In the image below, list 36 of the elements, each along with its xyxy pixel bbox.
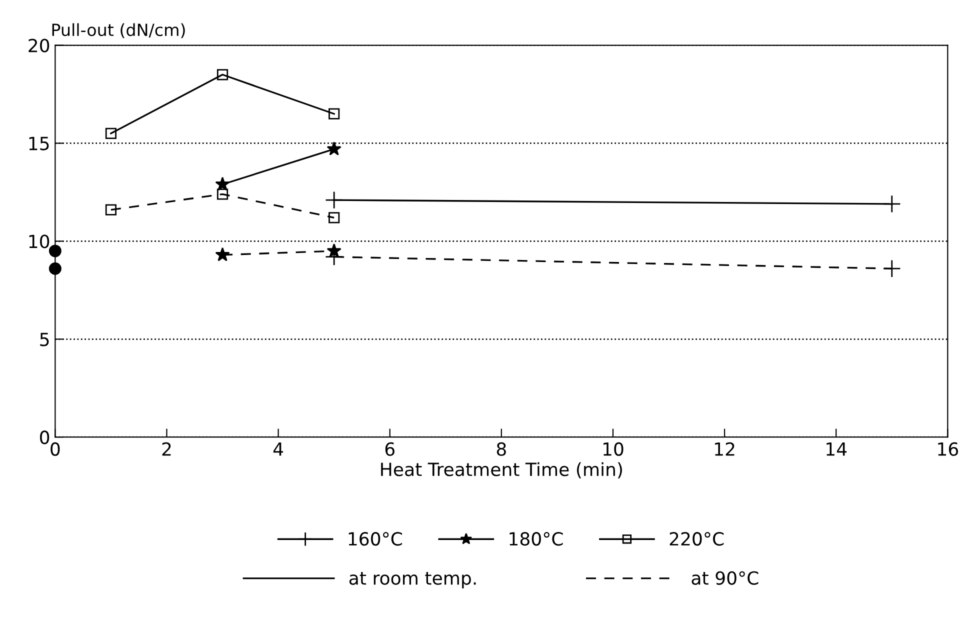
point xyxy=(105,204,117,216)
point xyxy=(326,141,342,156)
y-axis-title: Pull-out (dN/cm) xyxy=(52,23,185,38)
x-tick-label: 2 xyxy=(162,442,171,456)
point xyxy=(882,260,901,278)
x-tick-label: 6 xyxy=(385,442,394,456)
point xyxy=(325,191,344,210)
x-tick-label: 4 xyxy=(273,442,284,456)
x-tick-label: 16 xyxy=(938,442,958,456)
point xyxy=(215,176,230,191)
point xyxy=(882,194,901,213)
x-tick-label: 10 xyxy=(603,442,624,456)
point xyxy=(216,188,228,200)
point xyxy=(215,247,230,262)
point xyxy=(326,243,342,258)
x-axis-title: Heat Treatment Time (min) xyxy=(381,462,622,478)
y-tick-label: 10 xyxy=(29,234,50,248)
legend-label: 160°C xyxy=(348,532,402,546)
legend-label: 220°C xyxy=(670,532,724,546)
x-tick-label: 0 xyxy=(50,442,60,456)
point xyxy=(328,108,340,120)
text: at 90°C xyxy=(692,571,758,585)
y-tick-label: 0 xyxy=(40,430,50,444)
x-tick-label: 8 xyxy=(496,442,506,456)
y-tick-label: 15 xyxy=(29,136,49,150)
point xyxy=(105,128,117,139)
y-tick-label: 20 xyxy=(28,38,50,52)
x-tick-label: 12 xyxy=(715,442,734,456)
point xyxy=(328,212,340,224)
text: at room temp. xyxy=(349,572,476,588)
point xyxy=(216,69,228,80)
point xyxy=(48,262,62,275)
x-tick-label: 14 xyxy=(826,442,847,456)
y-tick-label: 5 xyxy=(40,332,49,346)
point xyxy=(48,244,62,258)
legend-label: 180°C xyxy=(510,532,563,546)
